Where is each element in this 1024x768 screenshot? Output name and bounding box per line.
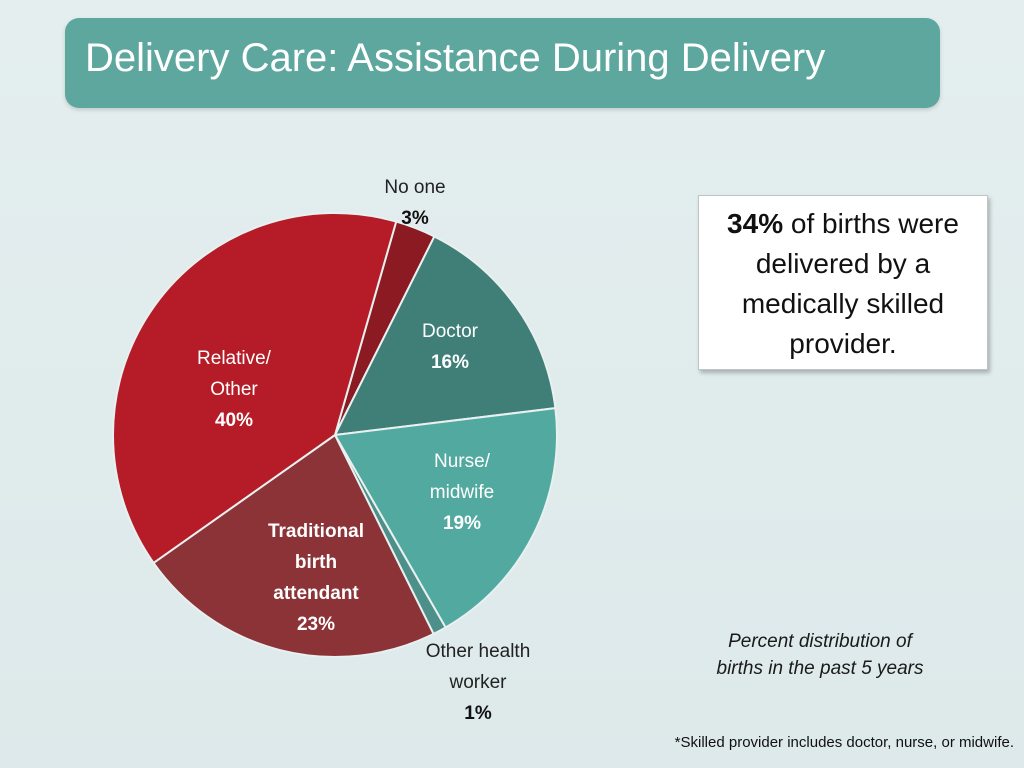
- slice-value-6: 40%: [215, 410, 253, 431]
- footnote: *Skilled provider includes doctor, nurse…: [674, 734, 1014, 751]
- chart-subtitle: Percent distribution of births in the pa…: [660, 628, 980, 682]
- callout-text: of births were delivered by a medically …: [741, 208, 959, 359]
- callout-box: 34% of births were delivered by a medica…: [698, 195, 988, 370]
- slice-value-3: 19%: [443, 513, 481, 534]
- slice-value-5: 23%: [297, 614, 335, 635]
- slice-label-1: No one 3%: [384, 177, 445, 229]
- pie-slice-6: [112, 212, 398, 565]
- callout-highlight: 34%: [727, 208, 784, 239]
- subtitle-line-2: births in the past 5 years: [716, 658, 924, 679]
- slice-value-4: 1%: [464, 703, 492, 724]
- pie-slice-3: [333, 407, 558, 629]
- slice-value-2: 16%: [431, 352, 469, 373]
- slice-value-1: 3%: [401, 208, 429, 229]
- slice-label-4: Other health worker 1%: [426, 641, 531, 724]
- slice-label-6: Relative/Other 40%: [197, 348, 272, 431]
- subtitle-line-1: Percent distribution of: [728, 631, 912, 652]
- slice-label-2: Doctor 16%: [422, 321, 479, 373]
- title-bar: Delivery Care: Assistance During Deliver…: [65, 18, 940, 108]
- pie-slice-2: [333, 235, 557, 437]
- slice-label-5: Traditional birth attendant 23%: [268, 521, 364, 635]
- page-title: Delivery Care: Assistance During Deliver…: [85, 36, 826, 80]
- slice-label-3: Nurse/midwife 19%: [430, 451, 494, 534]
- pie-slice-5: [152, 433, 435, 658]
